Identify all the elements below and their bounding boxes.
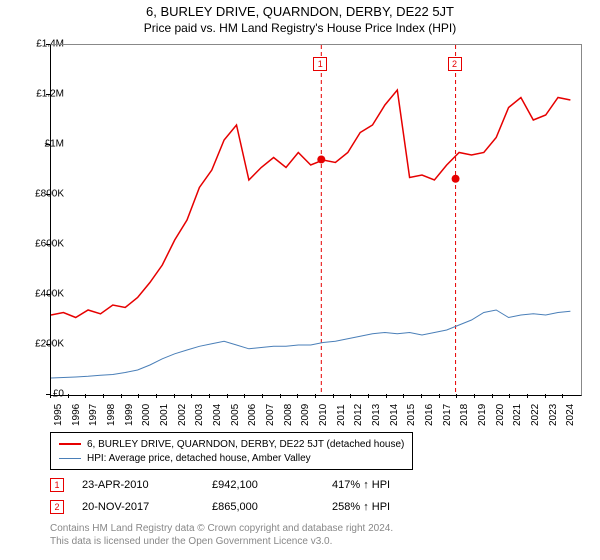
legend-swatch [59,458,81,459]
x-tick-label: 1999 [124,404,135,426]
x-tick-label: 1996 [71,404,82,426]
chart-subtitle: Price paid vs. HM Land Registry's House … [0,19,600,35]
chart-container: 6, BURLEY DRIVE, QUARNDON, DERBY, DE22 5… [0,0,600,560]
x-tick-label: 2020 [495,404,506,426]
plot-svg [51,45,581,395]
x-tick-label: 2015 [406,404,417,426]
sale-row: 1 23-APR-2010 £942,100 417% ↑ HPI [50,474,390,496]
legend-label: 6, BURLEY DRIVE, QUARNDON, DERBY, DE22 5… [87,439,404,450]
sale-pct: 417% ↑ HPI [332,479,390,491]
x-tick-label: 2005 [230,404,241,426]
x-tick-label: 2003 [194,404,205,426]
x-tick-label: 2021 [512,404,523,426]
chart-title: 6, BURLEY DRIVE, QUARNDON, DERBY, DE22 5… [0,0,600,19]
x-tick-label: 2009 [300,404,311,426]
sale-pct: 258% ↑ HPI [332,501,390,513]
sale-marker-icon: 2 [50,500,64,514]
legend-item: 6, BURLEY DRIVE, QUARNDON, DERBY, DE22 5… [59,437,404,451]
x-tick-label: 2023 [548,404,559,426]
x-tick-label: 2017 [442,404,453,426]
legend: 6, BURLEY DRIVE, QUARNDON, DERBY, DE22 5… [50,432,413,470]
sale-date: 20-NOV-2017 [82,501,212,513]
footer-line: This data is licensed under the Open Gov… [50,535,393,548]
legend-swatch [59,443,81,445]
x-tick-label: 2012 [353,404,364,426]
x-tick-label: 2000 [141,404,152,426]
x-tick-label: 2018 [459,404,470,426]
legend-label: HPI: Average price, detached house, Ambe… [87,453,311,464]
sale-row: 2 20-NOV-2017 £865,000 258% ↑ HPI [50,496,390,518]
sales-table: 1 23-APR-2010 £942,100 417% ↑ HPI 2 20-N… [50,474,390,518]
x-tick-label: 1998 [106,404,117,426]
x-tick-label: 2010 [318,404,329,426]
plot-area [50,44,582,396]
x-tick-label: 1997 [88,404,99,426]
x-tick-label: 2001 [159,404,170,426]
event-marker-box: 2 [448,57,462,71]
x-tick-label: 2014 [389,404,400,426]
x-tick-label: 2024 [565,404,576,426]
series-hpi [51,310,570,378]
x-tick-label: 2011 [336,404,347,426]
x-tick-label: 2008 [283,404,294,426]
x-tick-label: 2013 [371,404,382,426]
footer: Contains HM Land Registry data © Crown c… [50,522,393,548]
x-tick-label: 2016 [424,404,435,426]
x-tick-label: 2004 [212,404,223,426]
x-tick-label: 2006 [247,404,258,426]
sale-price: £865,000 [212,501,332,513]
series-price_paid [51,90,570,318]
x-tick-label: 2022 [530,404,541,426]
sale-marker-icon: 1 [50,478,64,492]
sale-price: £942,100 [212,479,332,491]
legend-item: HPI: Average price, detached house, Ambe… [59,451,404,465]
x-tick-label: 2007 [265,404,276,426]
event-marker-box: 1 [313,57,327,71]
sale-date: 23-APR-2010 [82,479,212,491]
footer-line: Contains HM Land Registry data © Crown c… [50,522,393,535]
sale-point [452,175,460,183]
x-tick-label: 1995 [53,404,64,426]
x-tick-label: 2019 [477,404,488,426]
sale-point [317,155,325,163]
x-tick-label: 2002 [177,404,188,426]
